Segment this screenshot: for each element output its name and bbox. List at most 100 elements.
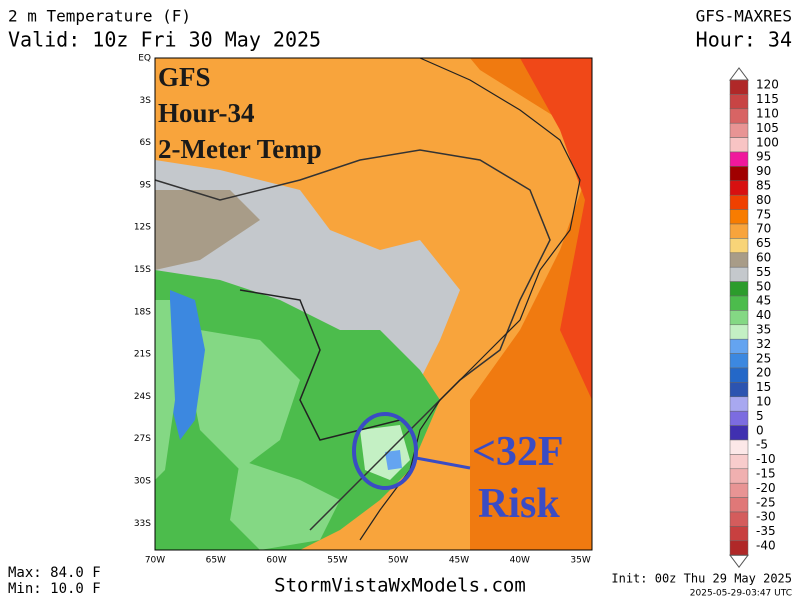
timestamp: 2025-05-29-03:47 UTC xyxy=(690,589,792,599)
title: 2 m Temperature (F) xyxy=(8,7,191,26)
colorbar-swatch xyxy=(729,166,749,182)
colorbar-swatch xyxy=(729,194,749,210)
colorbar-swatch xyxy=(729,425,749,441)
overlay-line: GFS xyxy=(158,62,211,92)
colorbar-swatch xyxy=(729,482,749,498)
colorbar-label: 95 xyxy=(756,150,771,164)
forecast-hour: Hour: 34 xyxy=(696,28,792,52)
lon-label: 35W xyxy=(570,556,590,566)
colorbar-label: -25 xyxy=(756,495,776,509)
colorbar-swatch xyxy=(729,79,749,95)
lon-label: 60W xyxy=(266,556,286,566)
colorbar-label: 110 xyxy=(756,107,779,121)
model: GFS-MAXRES xyxy=(696,7,792,26)
colorbar-swatch xyxy=(729,137,749,153)
max-value: Max: 84.0 F xyxy=(8,565,101,581)
risk-circle xyxy=(352,412,418,490)
lat-label: 3S xyxy=(140,96,152,106)
colorbar-label: 55 xyxy=(756,265,771,279)
colorbar-label: 105 xyxy=(756,121,779,135)
colorbar-swatch xyxy=(729,310,749,326)
colorbar-swatch xyxy=(729,252,749,268)
colorbar-label: 20 xyxy=(756,366,771,380)
colorbar-label: 25 xyxy=(756,351,771,365)
lat-labels: EQ 3S 6S 9S 12S 15S 18S 21S 24S 27S 30S 33S xyxy=(134,54,151,529)
lon-label: 50W xyxy=(388,556,408,566)
colorbar-label: 120 xyxy=(756,78,779,92)
colorbar-label: -15 xyxy=(756,467,776,481)
colorbar-label: 15 xyxy=(756,380,771,394)
lat-label: 24S xyxy=(134,392,151,402)
colorbar-label: 32 xyxy=(756,337,771,351)
colorbar-label: -10 xyxy=(756,452,776,466)
colorbar-label: 65 xyxy=(756,236,771,250)
colorbar-swatch xyxy=(729,497,749,513)
colorbar-label: -40 xyxy=(756,539,776,553)
annotation: Risk xyxy=(478,481,560,527)
colorbar-label: 85 xyxy=(756,179,771,193)
colorbar-swatch xyxy=(729,151,749,167)
overlay-line: 2-Meter Temp xyxy=(158,134,322,164)
colorbar-label: 115 xyxy=(756,92,779,106)
colorbar-end xyxy=(729,67,749,81)
colorbar-label: 0 xyxy=(756,423,764,437)
init-time: Init: 00z Thu 29 May 2025 xyxy=(611,572,792,586)
colorbar-swatch xyxy=(729,209,749,225)
lat-label: 15S xyxy=(134,265,151,275)
colorbar-swatch xyxy=(729,238,749,254)
overlay-line: Hour-34 xyxy=(158,98,255,128)
colorbar-swatch xyxy=(729,367,749,383)
colorbar-swatch xyxy=(729,180,749,196)
colorbar-label: 75 xyxy=(756,207,771,221)
annotation: <32F xyxy=(472,429,564,475)
colorbar-label: 100 xyxy=(756,135,779,149)
lat-label: 9S xyxy=(140,180,152,190)
colorbar-swatch xyxy=(729,540,749,556)
site: StormVistaWxModels.com xyxy=(274,575,526,597)
colorbar-label: 5 xyxy=(756,409,764,423)
colorbar-swatch xyxy=(729,526,749,542)
lat-label: 6S xyxy=(140,138,152,148)
colorbar-swatch xyxy=(729,122,749,138)
colorbar-swatch xyxy=(729,454,749,470)
colorbar-end xyxy=(729,554,749,569)
colorbar-swatch xyxy=(729,108,749,124)
colorbar-swatch xyxy=(729,94,749,110)
colorbar-label: -30 xyxy=(756,510,776,524)
colorbar-label: -5 xyxy=(756,438,768,452)
min-value: Min: 10.0 F xyxy=(8,581,101,597)
colorbar-label: 40 xyxy=(756,308,771,322)
lon-label: 65W xyxy=(206,556,226,566)
lat-label: 27S xyxy=(134,434,151,444)
colorbar-swatch xyxy=(729,382,749,398)
colorbar-label: 80 xyxy=(756,193,771,207)
colorbar-label: 45 xyxy=(756,294,771,308)
colorbar-swatch xyxy=(729,353,749,369)
colorbar: 1201151101051009590858075706560555045403… xyxy=(729,67,779,569)
lat-label: EQ xyxy=(138,54,151,64)
colorbar-swatch xyxy=(729,511,749,527)
colorbar-swatch xyxy=(729,468,749,484)
lon-labels: 70W 65W 60W 55W 50W 45W 40W 35W xyxy=(145,556,591,566)
colorbar-label: 70 xyxy=(756,222,771,236)
colorbar-swatch xyxy=(729,410,749,426)
lon-label: 55W xyxy=(327,556,347,566)
colorbar-swatch xyxy=(729,396,749,412)
lon-label: 40W xyxy=(510,556,530,566)
lat-label: 12S xyxy=(134,223,151,233)
colorbar-swatch xyxy=(729,281,749,297)
colorbar-label: 50 xyxy=(756,279,771,293)
lat-label: 30S xyxy=(134,477,151,487)
lat-label: 33S xyxy=(134,519,151,529)
colorbar-swatch xyxy=(729,223,749,239)
lat-label: 18S xyxy=(134,307,151,317)
colorbar-label: 35 xyxy=(756,323,771,337)
colorbar-swatch xyxy=(729,295,749,311)
colorbar-swatch xyxy=(729,266,749,282)
colorbar-label: 90 xyxy=(756,164,771,178)
colorbar-swatch xyxy=(729,324,749,340)
lon-label: 45W xyxy=(449,556,469,566)
lon-label: 70W xyxy=(145,556,165,566)
colorbar-label: 60 xyxy=(756,251,771,265)
